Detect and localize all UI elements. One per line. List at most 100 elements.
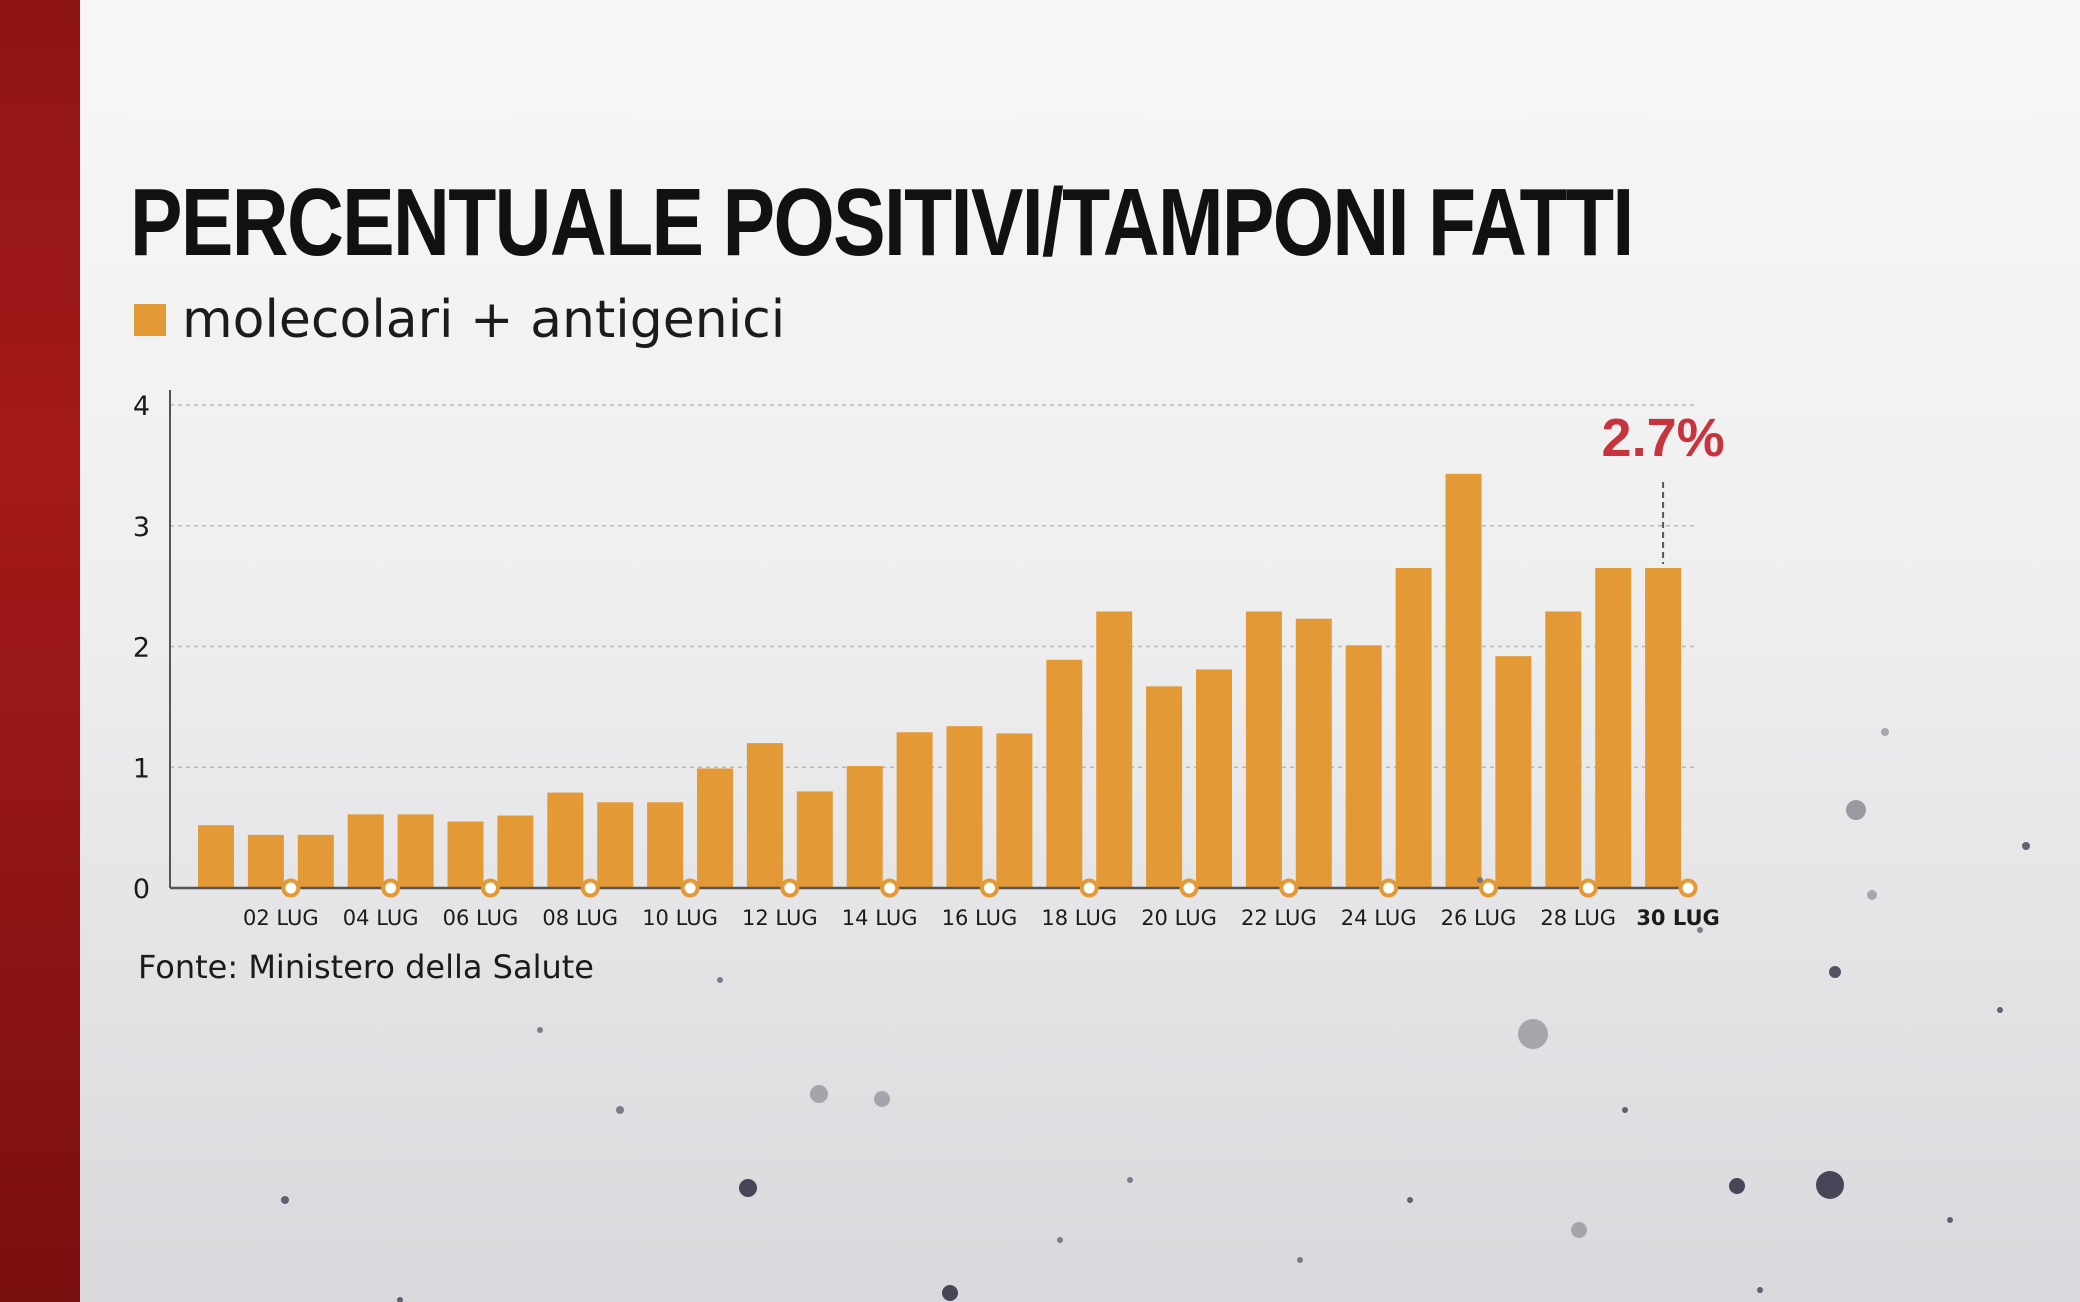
x-tick-marker: [1678, 878, 1698, 898]
x-tick-marker: [780, 878, 800, 898]
decorative-particle: [1518, 1019, 1548, 1049]
bar: [547, 792, 584, 888]
y-tick-label: 4: [133, 391, 150, 422]
bar: [846, 766, 883, 888]
bar: [1545, 611, 1582, 888]
decorative-particle: [2022, 842, 2030, 850]
decorative-particle: [1829, 966, 1841, 978]
x-tick-label: 10 LUG: [642, 906, 718, 930]
bar: [1245, 611, 1282, 888]
bar: [796, 791, 833, 888]
chart-title: PERCENTUALE POSITIVI/TAMPONI FATTI: [130, 169, 1634, 276]
bar: [297, 834, 334, 888]
x-tick-marker: [1279, 878, 1299, 898]
decorative-particle: [281, 1196, 289, 1204]
side-stripe: [0, 0, 80, 1302]
bar: [1046, 659, 1083, 888]
decorative-particle: [1881, 728, 1889, 736]
decorative-particle: [1997, 1007, 2003, 1013]
bar: [1295, 618, 1332, 888]
bar: [647, 802, 684, 888]
bar: [996, 733, 1033, 888]
legend: molecolari + antigenici: [134, 290, 785, 350]
bar: [896, 732, 933, 888]
decorative-particle: [1477, 877, 1483, 883]
x-tick-label: 24 LUG: [1341, 906, 1417, 930]
bar: [347, 814, 384, 888]
decorative-particle: [810, 1085, 828, 1103]
decorative-particle: [717, 977, 723, 983]
decorative-particle: [1947, 1217, 1953, 1223]
x-tick-label: 28 LUG: [1540, 906, 1616, 930]
bar: [497, 815, 534, 888]
legend-label: molecolari + antigenici: [182, 290, 786, 350]
annotation-label: 2.7%: [1602, 408, 1725, 468]
bar: [397, 814, 434, 888]
x-tick-label: 22 LUG: [1241, 906, 1317, 930]
x-tick-label: 12 LUG: [742, 906, 818, 930]
decorative-particle: [1697, 927, 1703, 933]
x-tick-marker: [381, 878, 401, 898]
x-tick-label: 08 LUG: [542, 906, 618, 930]
decorative-particle: [1127, 1177, 1133, 1183]
x-tick-marker: [1079, 878, 1099, 898]
decorative-particle: [1729, 1178, 1745, 1194]
y-tick-label: 1: [133, 753, 150, 784]
legend-swatch: [134, 304, 166, 336]
decorative-particle: [1816, 1171, 1844, 1199]
bar: [1096, 611, 1133, 888]
bar: [746, 743, 783, 888]
y-tick-label: 3: [133, 512, 150, 543]
decorative-particle: [1867, 890, 1877, 900]
x-tick-label: 02 LUG: [243, 906, 319, 930]
bar: [1146, 686, 1183, 888]
x-tick-marker: [1478, 878, 1498, 898]
x-tick-label: 18 LUG: [1041, 906, 1117, 930]
decorative-particle: [874, 1091, 890, 1107]
x-tick-label: 20 LUG: [1141, 906, 1217, 930]
decorative-particle: [1407, 1197, 1413, 1203]
decorative-particle: [1571, 1222, 1587, 1238]
bar: [946, 726, 983, 888]
bar: [1345, 645, 1382, 888]
decorative-particle: [537, 1027, 543, 1033]
bar: [1445, 473, 1482, 888]
decorative-particle: [942, 1285, 958, 1301]
bar: [1495, 656, 1532, 888]
x-tick-marker: [580, 878, 600, 898]
decorative-particle: [1622, 1107, 1628, 1113]
decorative-particle: [739, 1179, 757, 1197]
x-tick-marker: [979, 878, 999, 898]
decorative-particle: [616, 1106, 624, 1114]
bar: [1395, 568, 1432, 888]
x-tick-marker: [281, 878, 301, 898]
x-tick-label: 16 LUG: [942, 906, 1018, 930]
bar: [247, 834, 284, 888]
x-tick-label: 14 LUG: [842, 906, 918, 930]
decorative-particle: [397, 1297, 403, 1302]
x-tick-label: 26 LUG: [1441, 906, 1517, 930]
x-tick-marker: [480, 878, 500, 898]
x-tick-label: 30 LUG: [1636, 906, 1719, 930]
bar: [1645, 568, 1682, 888]
bar: [198, 825, 234, 888]
x-tick-marker: [1578, 878, 1598, 898]
source-note: Fonte: Ministero della Salute: [138, 948, 594, 986]
x-tick-marker: [880, 878, 900, 898]
bar: [697, 768, 733, 888]
decorative-particle: [1846, 800, 1866, 820]
bar: [447, 821, 484, 888]
decorative-particle: [1757, 1287, 1763, 1293]
y-tick-label: 2: [133, 633, 150, 664]
x-tick-label: 04 LUG: [343, 906, 419, 930]
decorative-particle: [1057, 1237, 1063, 1243]
x-tick-marker: [1379, 878, 1399, 898]
bar: [1196, 669, 1232, 888]
decorative-particle: [1297, 1257, 1303, 1263]
bar: [597, 802, 634, 888]
x-tick-label: 06 LUG: [443, 906, 519, 930]
bar: [1595, 568, 1632, 888]
y-tick-label: 0: [133, 874, 150, 905]
x-tick-marker: [680, 878, 700, 898]
